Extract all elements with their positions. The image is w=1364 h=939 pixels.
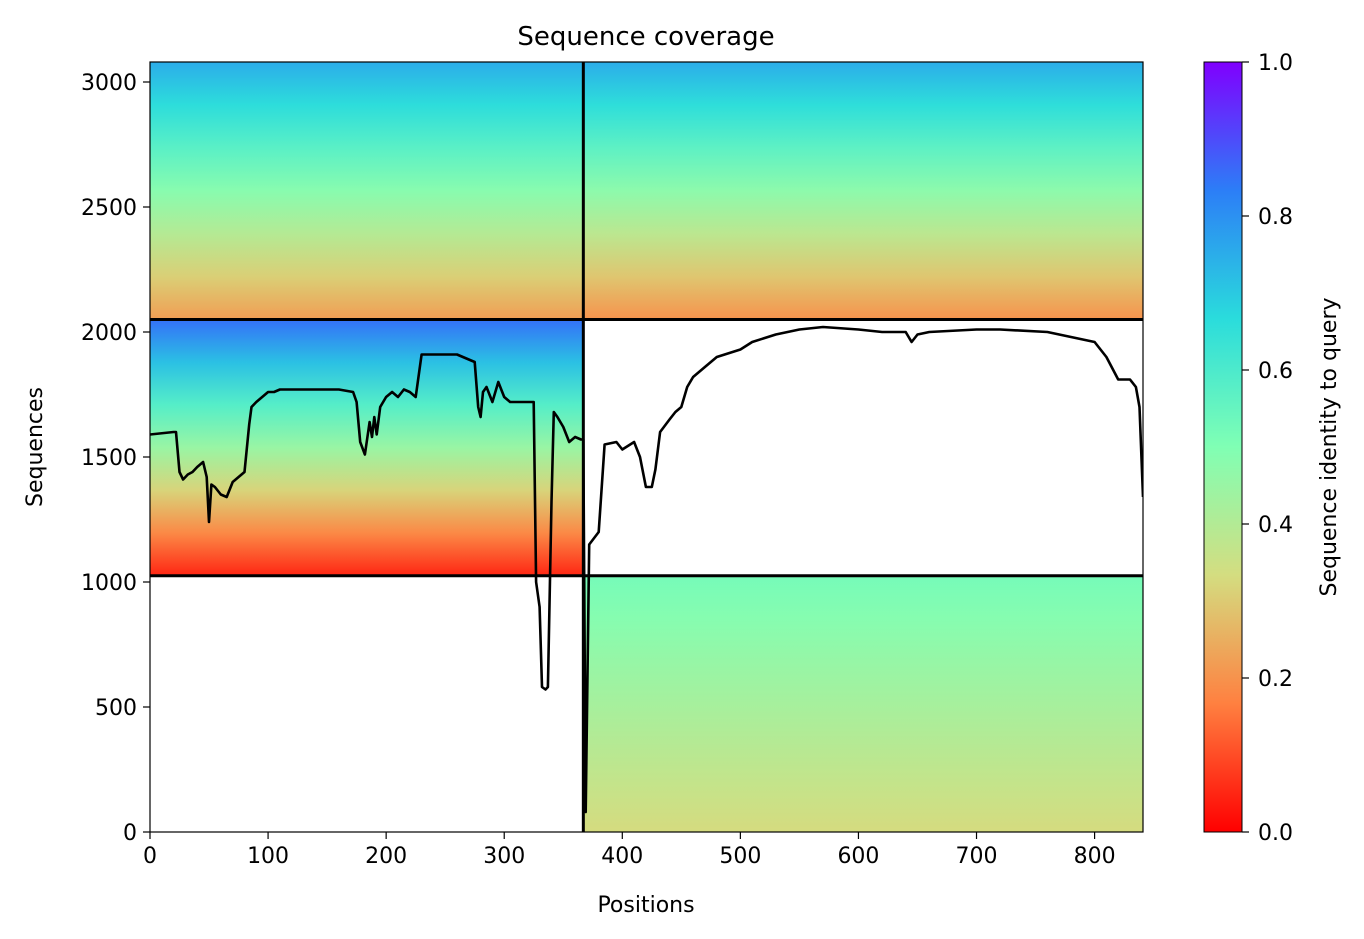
y-tick-label: 2000 xyxy=(81,321,137,346)
y-tick-label: 2500 xyxy=(81,196,137,221)
coverage-line xyxy=(150,325,1143,814)
coverage-line-layer xyxy=(150,325,1143,814)
y-tick-label: 1500 xyxy=(81,446,137,471)
x-tick-label: 300 xyxy=(483,844,525,869)
colorbar-tick-label: 0.2 xyxy=(1258,667,1293,692)
colorbar-tick-label: 0.4 xyxy=(1258,513,1293,538)
y-tick-label: 500 xyxy=(95,696,137,721)
y-tick-label: 1000 xyxy=(81,571,137,596)
x-tick-label: 700 xyxy=(956,844,998,869)
colorbar-axis: 0.0 0.2 0.4 0.6 0.8 1.0 xyxy=(1242,51,1293,846)
chain-B-top-block xyxy=(583,62,1143,320)
x-tick-label: 0 xyxy=(143,844,157,869)
chain-B-bottom-block xyxy=(583,575,1143,832)
x-axis-label: Positions xyxy=(597,893,694,918)
y-axis: 0 500 1000 1500 2000 2500 3000 xyxy=(81,71,150,846)
x-tick-label: 500 xyxy=(719,844,761,869)
y-axis-label: Sequences xyxy=(23,387,48,507)
chain-A-top-block xyxy=(150,62,584,320)
colorbar-tick-label: 1.0 xyxy=(1258,51,1293,76)
x-tick-label: 600 xyxy=(837,844,879,869)
y-tick-label: 3000 xyxy=(81,71,137,96)
x-axis: 0 100 200 300 400 500 600 700 800 xyxy=(143,832,1116,869)
colorbar-label: Sequence identity to query xyxy=(1317,297,1342,596)
colorbar xyxy=(1203,61,1243,833)
x-tick-label: 200 xyxy=(365,844,407,869)
x-tick-label: 800 xyxy=(1074,844,1116,869)
y-tick-label: 0 xyxy=(123,821,137,846)
chart-title: Sequence coverage xyxy=(517,22,774,52)
plot-frame xyxy=(149,61,1144,833)
colorbar-tick-label: 0.6 xyxy=(1258,359,1293,384)
x-tick-label: 100 xyxy=(247,844,289,869)
colorbar-tick-label: 0.8 xyxy=(1258,205,1293,230)
x-tick-label: 400 xyxy=(601,844,643,869)
colorbar-tick-label: 0.0 xyxy=(1258,821,1293,846)
